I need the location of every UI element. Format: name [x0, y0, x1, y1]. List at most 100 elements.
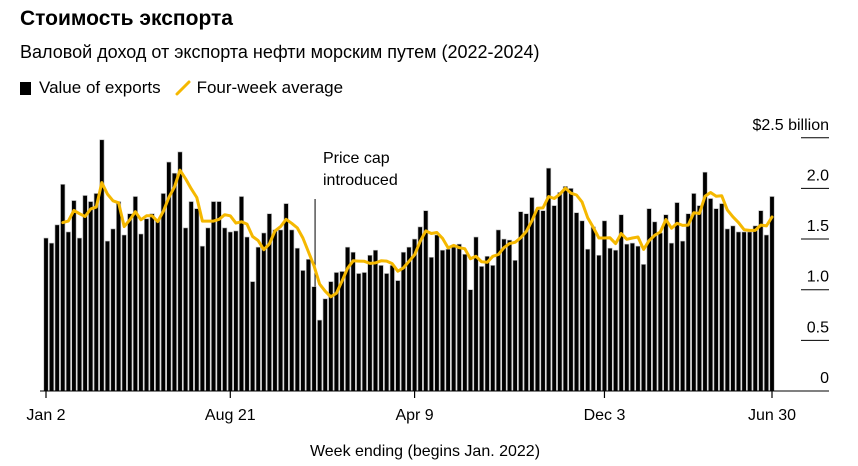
y-axis: 0 0.5 1.0 1.5 2.0 $2.5 billion — [40, 117, 830, 392]
bar — [199, 245, 205, 392]
bar — [49, 242, 55, 392]
bar — [479, 266, 485, 392]
bar — [127, 213, 133, 392]
bar — [490, 265, 496, 392]
bar — [149, 213, 155, 392]
chart-title: Стоимость экспорта — [20, 7, 233, 30]
y-tick-label: 2.0 — [807, 167, 829, 184]
annotation-line2: introduced — [323, 172, 398, 189]
x-axis: Jan 2 Aug 21 Apr 9 Dec 3 Jun 30 — [26, 391, 796, 424]
bar — [657, 232, 663, 392]
bar — [372, 249, 378, 392]
bar — [395, 280, 401, 392]
bar — [278, 229, 284, 392]
bar — [406, 246, 412, 392]
bar — [501, 238, 507, 392]
bar — [484, 255, 490, 392]
x-axis-title: Week ending (begins Jan. 2022) — [310, 443, 540, 460]
bar — [93, 193, 99, 392]
x-tick-label: Jun 30 — [748, 407, 796, 424]
bar — [507, 239, 513, 392]
bar — [428, 256, 434, 392]
bar — [724, 228, 730, 392]
bar — [685, 213, 691, 392]
y-tick-label: $2.5 billion — [753, 117, 830, 134]
bar — [54, 224, 60, 392]
bar — [317, 319, 323, 392]
bar — [668, 242, 674, 392]
bar — [607, 247, 613, 392]
legend-line-label: Four-week average — [196, 78, 344, 97]
bar — [719, 203, 725, 392]
bar — [652, 221, 658, 392]
bar — [233, 230, 239, 392]
legend-line-swatch-icon — [175, 80, 191, 96]
bar — [43, 237, 49, 392]
bar — [250, 281, 256, 392]
bar — [434, 234, 440, 392]
bar — [523, 213, 529, 392]
bar — [205, 227, 211, 392]
bar — [367, 254, 373, 392]
bar — [384, 273, 390, 392]
bar — [445, 248, 451, 392]
bar — [747, 231, 753, 392]
annotation-line1: Price cap — [323, 150, 390, 167]
bar — [412, 238, 418, 392]
bar — [601, 220, 607, 392]
bar — [568, 188, 574, 392]
bar — [155, 219, 161, 392]
bar — [691, 193, 697, 392]
bar — [618, 214, 624, 392]
bar — [624, 243, 630, 392]
bar — [294, 247, 300, 392]
x-tick-label: Jan 2 — [26, 407, 65, 424]
bar — [440, 249, 446, 392]
bar — [585, 248, 591, 392]
bar — [121, 234, 127, 392]
bar — [272, 229, 278, 392]
bar — [88, 201, 94, 392]
bar — [752, 225, 758, 392]
bar — [356, 273, 362, 392]
bar — [635, 245, 641, 392]
bar — [674, 202, 680, 392]
bar — [99, 139, 105, 392]
bar — [713, 208, 719, 392]
bar — [305, 259, 311, 392]
bar — [512, 260, 518, 392]
bar — [177, 151, 183, 392]
bar — [417, 226, 423, 392]
x-tick-label: Aug 21 — [205, 407, 256, 424]
bar — [144, 218, 150, 392]
bar — [540, 210, 546, 392]
x-tick-label: Dec 3 — [584, 407, 626, 424]
bar — [629, 242, 635, 392]
bar — [590, 226, 596, 392]
bar — [222, 227, 228, 392]
bar — [680, 240, 686, 392]
bar — [596, 254, 602, 392]
bar — [574, 212, 580, 392]
bar — [400, 251, 406, 392]
bar — [211, 201, 217, 392]
bar — [534, 209, 540, 392]
bar — [104, 240, 110, 392]
bar — [389, 265, 395, 392]
bar — [361, 272, 367, 392]
bar — [261, 232, 267, 392]
bar — [110, 228, 116, 392]
bar — [557, 192, 563, 392]
bar — [77, 237, 83, 392]
bar — [283, 203, 289, 392]
bar — [641, 264, 647, 392]
bar — [339, 271, 345, 392]
bar — [467, 289, 473, 392]
legend-bar-label: Value of exports — [39, 78, 161, 97]
bar — [238, 196, 244, 392]
bar — [71, 200, 77, 392]
bar — [758, 210, 764, 392]
bar — [132, 196, 138, 392]
chart-subtitle: Валовой доход от экспорта нефти морским … — [20, 42, 540, 62]
